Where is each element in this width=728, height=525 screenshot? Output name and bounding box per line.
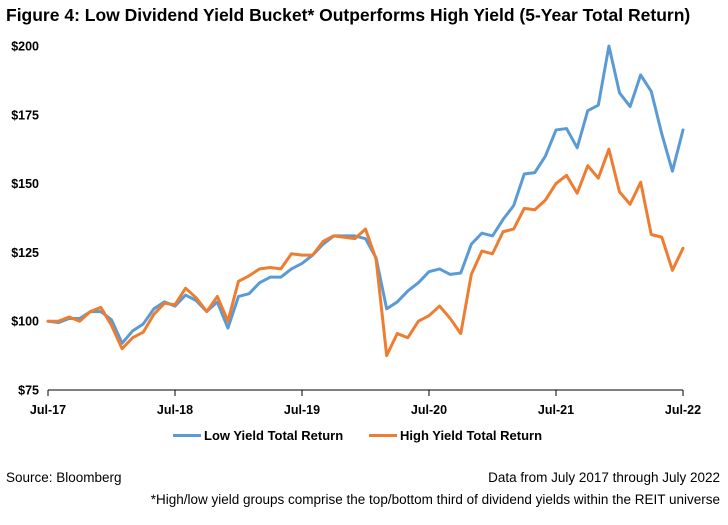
series-line-high-yield — [46, 147, 685, 358]
y-tick-label: $175 — [11, 108, 39, 122]
y-tick-label: $75 — [18, 384, 39, 398]
data-range-note: Data from July 2017 through July 2022 — [488, 470, 720, 485]
line-chart: $75 $100 $125 $150 $175 $200 Jul-17 Jul-18 Jul-1… — [11, 40, 701, 418]
chart-title: Figure 4: Low Dividend Yield Bucket* Out… — [6, 5, 691, 25]
footnote: *High/low yield groups comprise the top/… — [150, 492, 720, 507]
series-line-low-yield — [46, 44, 685, 345]
legend-item-low-yield: Low Yield Total Return — [173, 428, 343, 443]
x-tick-label: Jul-19 — [284, 403, 320, 417]
x-tick-label: Jul-22 — [665, 403, 701, 417]
legend-label-low-yield: Low Yield Total Return — [204, 428, 344, 443]
x-tick-label: Jul-21 — [538, 403, 574, 417]
legend: Low Yield Total Return High Yield Total … — [0, 428, 728, 448]
legend-swatch-low-yield — [173, 434, 201, 437]
x-tick-label: Jul-18 — [157, 403, 193, 417]
y-tick-label: $125 — [11, 246, 39, 260]
x-tick-label: Jul-20 — [411, 403, 447, 417]
legend-label-high-yield: High Yield Total Return — [400, 428, 543, 443]
x-tick-label: Jul-17 — [30, 403, 66, 417]
y-tick-label: $100 — [11, 315, 39, 329]
legend-swatch-high-yield — [369, 434, 397, 437]
y-tick-label: $200 — [11, 40, 39, 54]
legend-item-high-yield: High Yield Total Return — [369, 428, 542, 443]
y-tick-label: $150 — [11, 177, 39, 191]
source-note: Source: Bloomberg — [6, 470, 122, 485]
